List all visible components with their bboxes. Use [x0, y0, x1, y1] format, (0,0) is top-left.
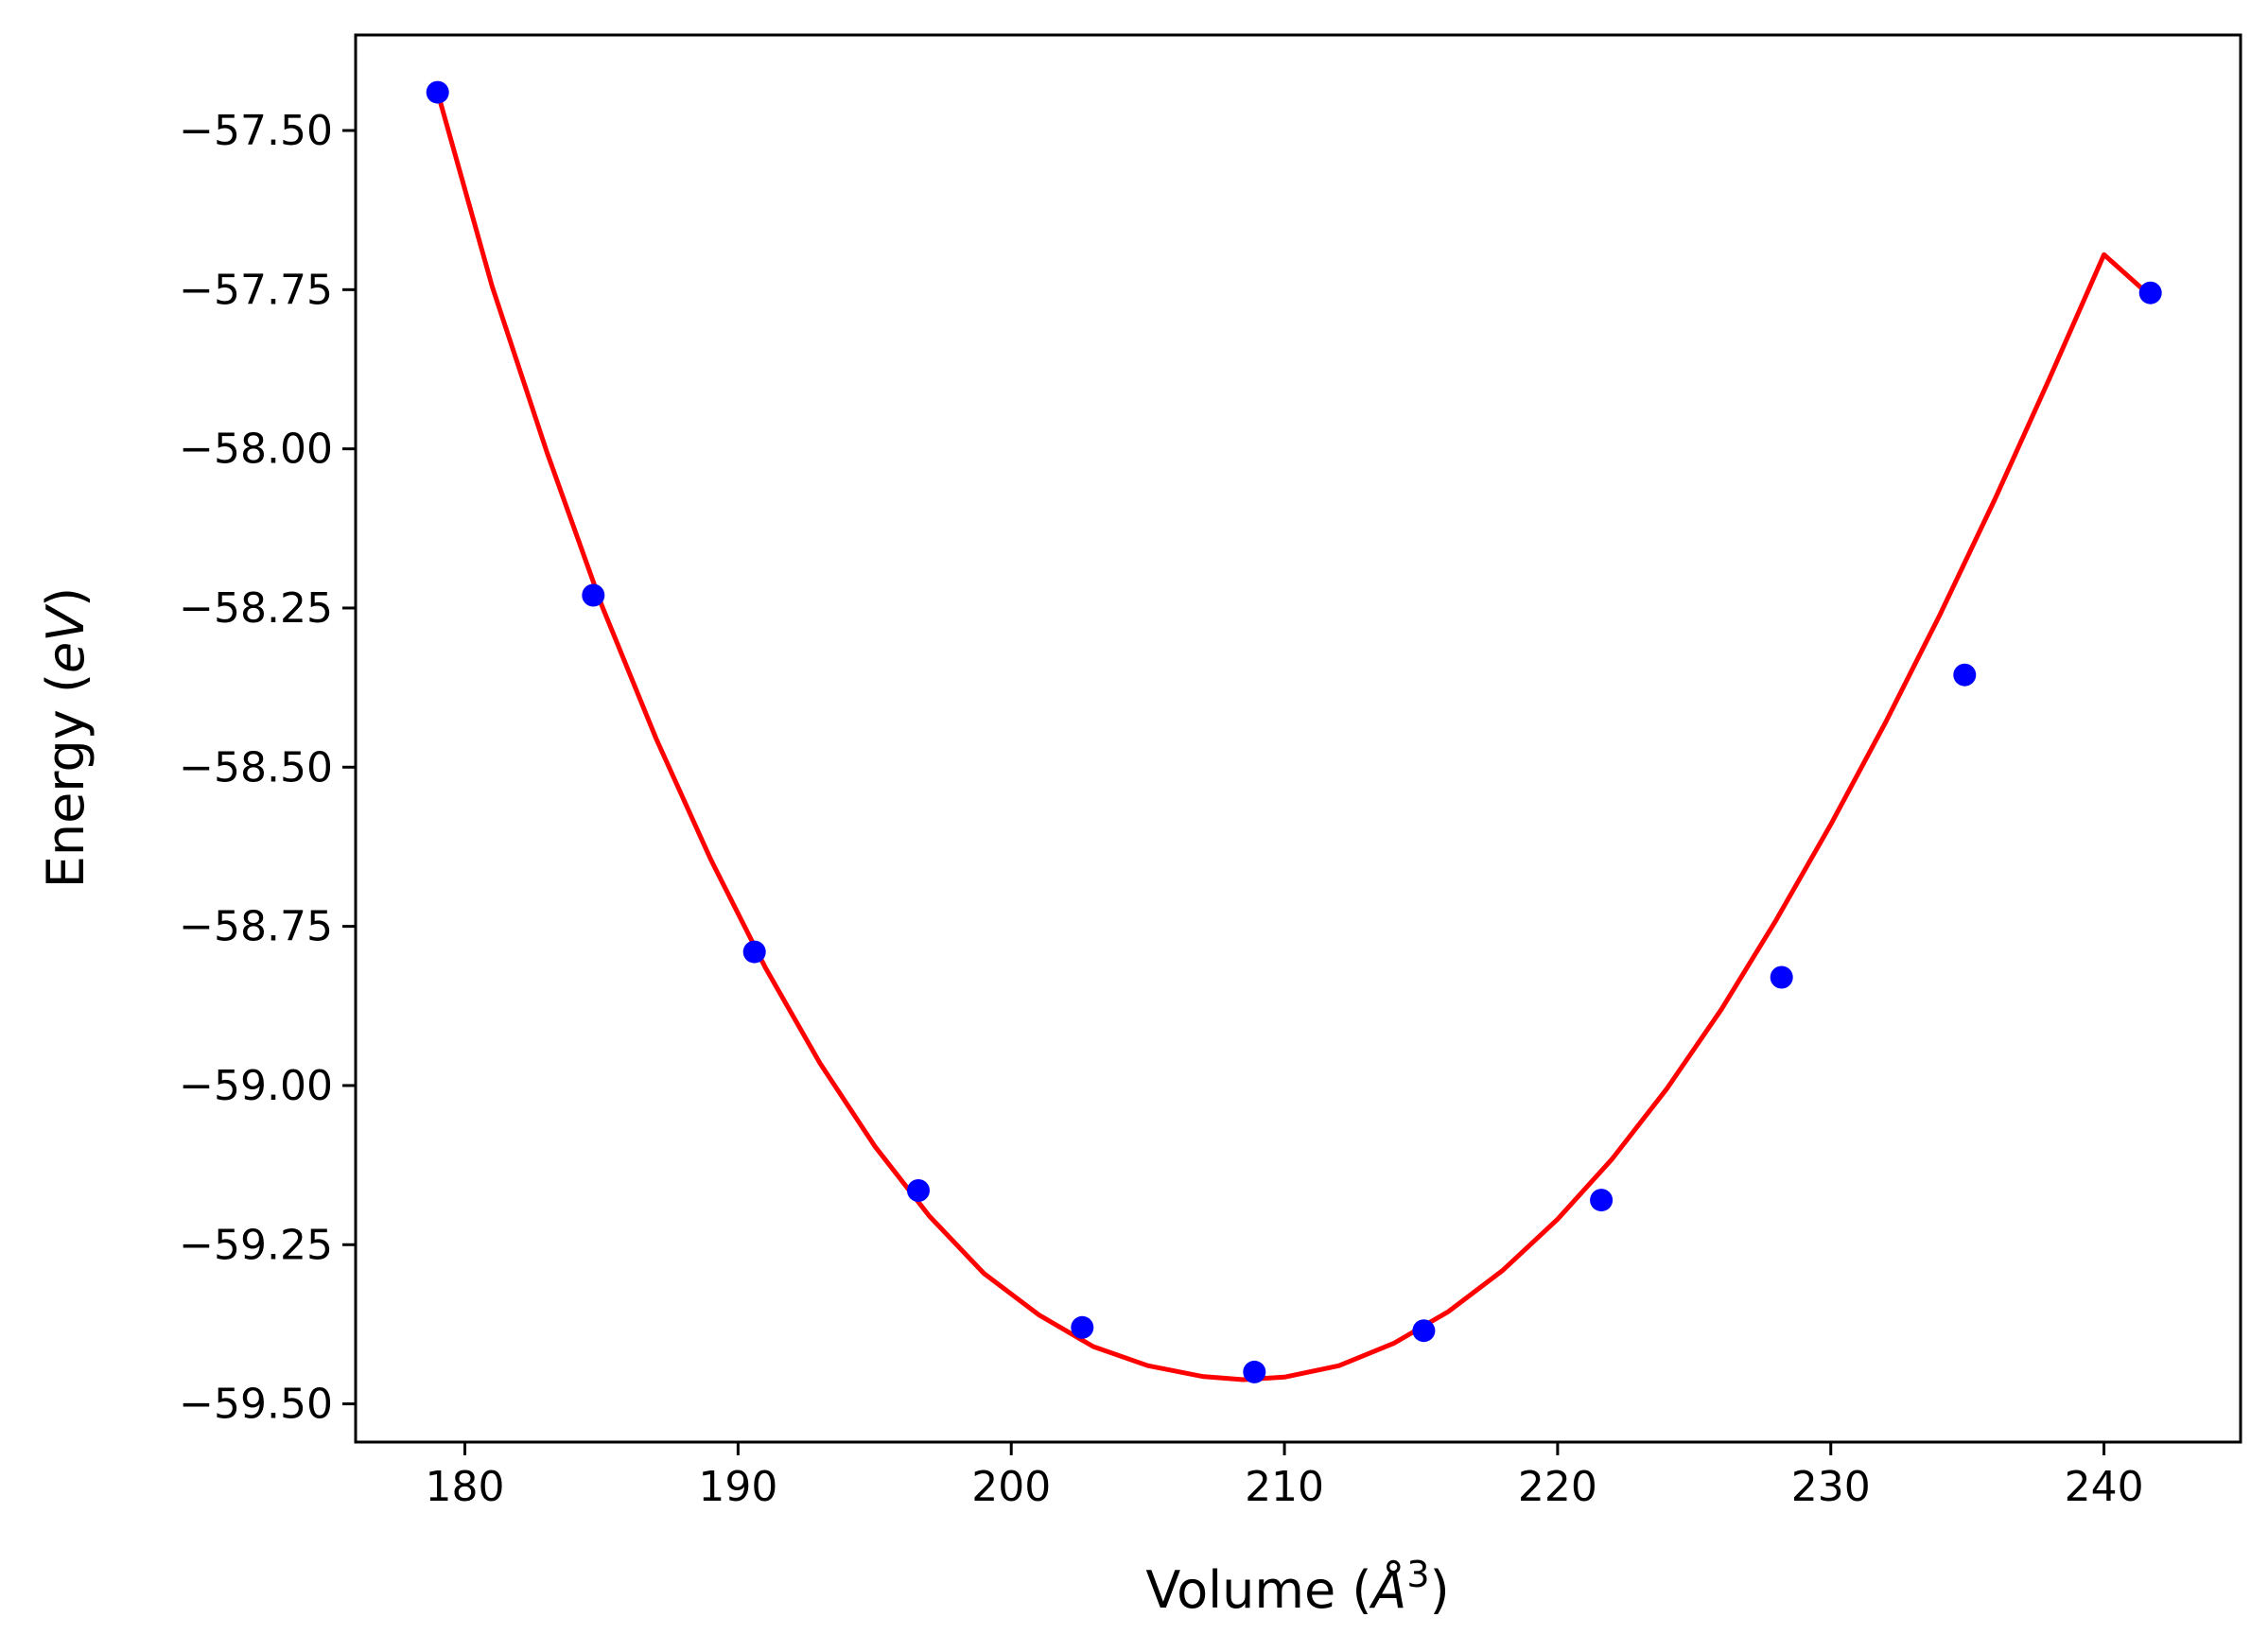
data-point — [1590, 1189, 1614, 1212]
x-tick-label: 220 — [1518, 1463, 1597, 1511]
fit-curve — [435, 91, 2153, 1382]
data-point — [426, 80, 449, 104]
x-tick-label: 240 — [2065, 1463, 2144, 1511]
x-tick-label: 210 — [1245, 1463, 1324, 1511]
y-tick-label: −58.25 — [179, 584, 333, 633]
data-point — [907, 1179, 930, 1202]
y-tick-label: −59.25 — [179, 1221, 333, 1269]
x-axis-ticks: 180 190 200 210 220 230 240 — [426, 1442, 2144, 1511]
x-tick-label: 180 — [426, 1463, 505, 1511]
x-tick-label: 190 — [698, 1463, 777, 1511]
axes-frame — [354, 33, 2242, 1444]
data-point — [1412, 1319, 1436, 1343]
y-tick-label: −59.00 — [179, 1062, 333, 1110]
plot-marks — [426, 80, 2162, 1383]
y-tick-label: −57.75 — [179, 266, 333, 314]
y-tick-label: −59.50 — [179, 1381, 333, 1429]
data-point — [1243, 1360, 1266, 1383]
data-point — [1770, 965, 1793, 989]
data-point — [2138, 281, 2162, 304]
data-point — [1071, 1315, 1094, 1339]
x-tick-label: 200 — [971, 1463, 1051, 1511]
x-axis-title: Volume (Å3) — [1145, 1554, 1449, 1620]
y-tick-label: −58.75 — [179, 903, 333, 951]
y-tick-label: −58.50 — [179, 743, 333, 791]
y-tick-label: −58.00 — [179, 426, 333, 474]
data-point — [1953, 663, 1977, 687]
y-axis-ticks: −57.50 −57.75 −58.00 −58.25 −58.50 −58.75 −59.… — [179, 107, 356, 1429]
x-tick-label: 230 — [1791, 1463, 1871, 1511]
y-tick-label: −57.50 — [179, 107, 333, 155]
data-point — [582, 583, 605, 607]
y-axis-title: Energy (eV) — [36, 587, 96, 889]
data-point — [742, 940, 766, 964]
